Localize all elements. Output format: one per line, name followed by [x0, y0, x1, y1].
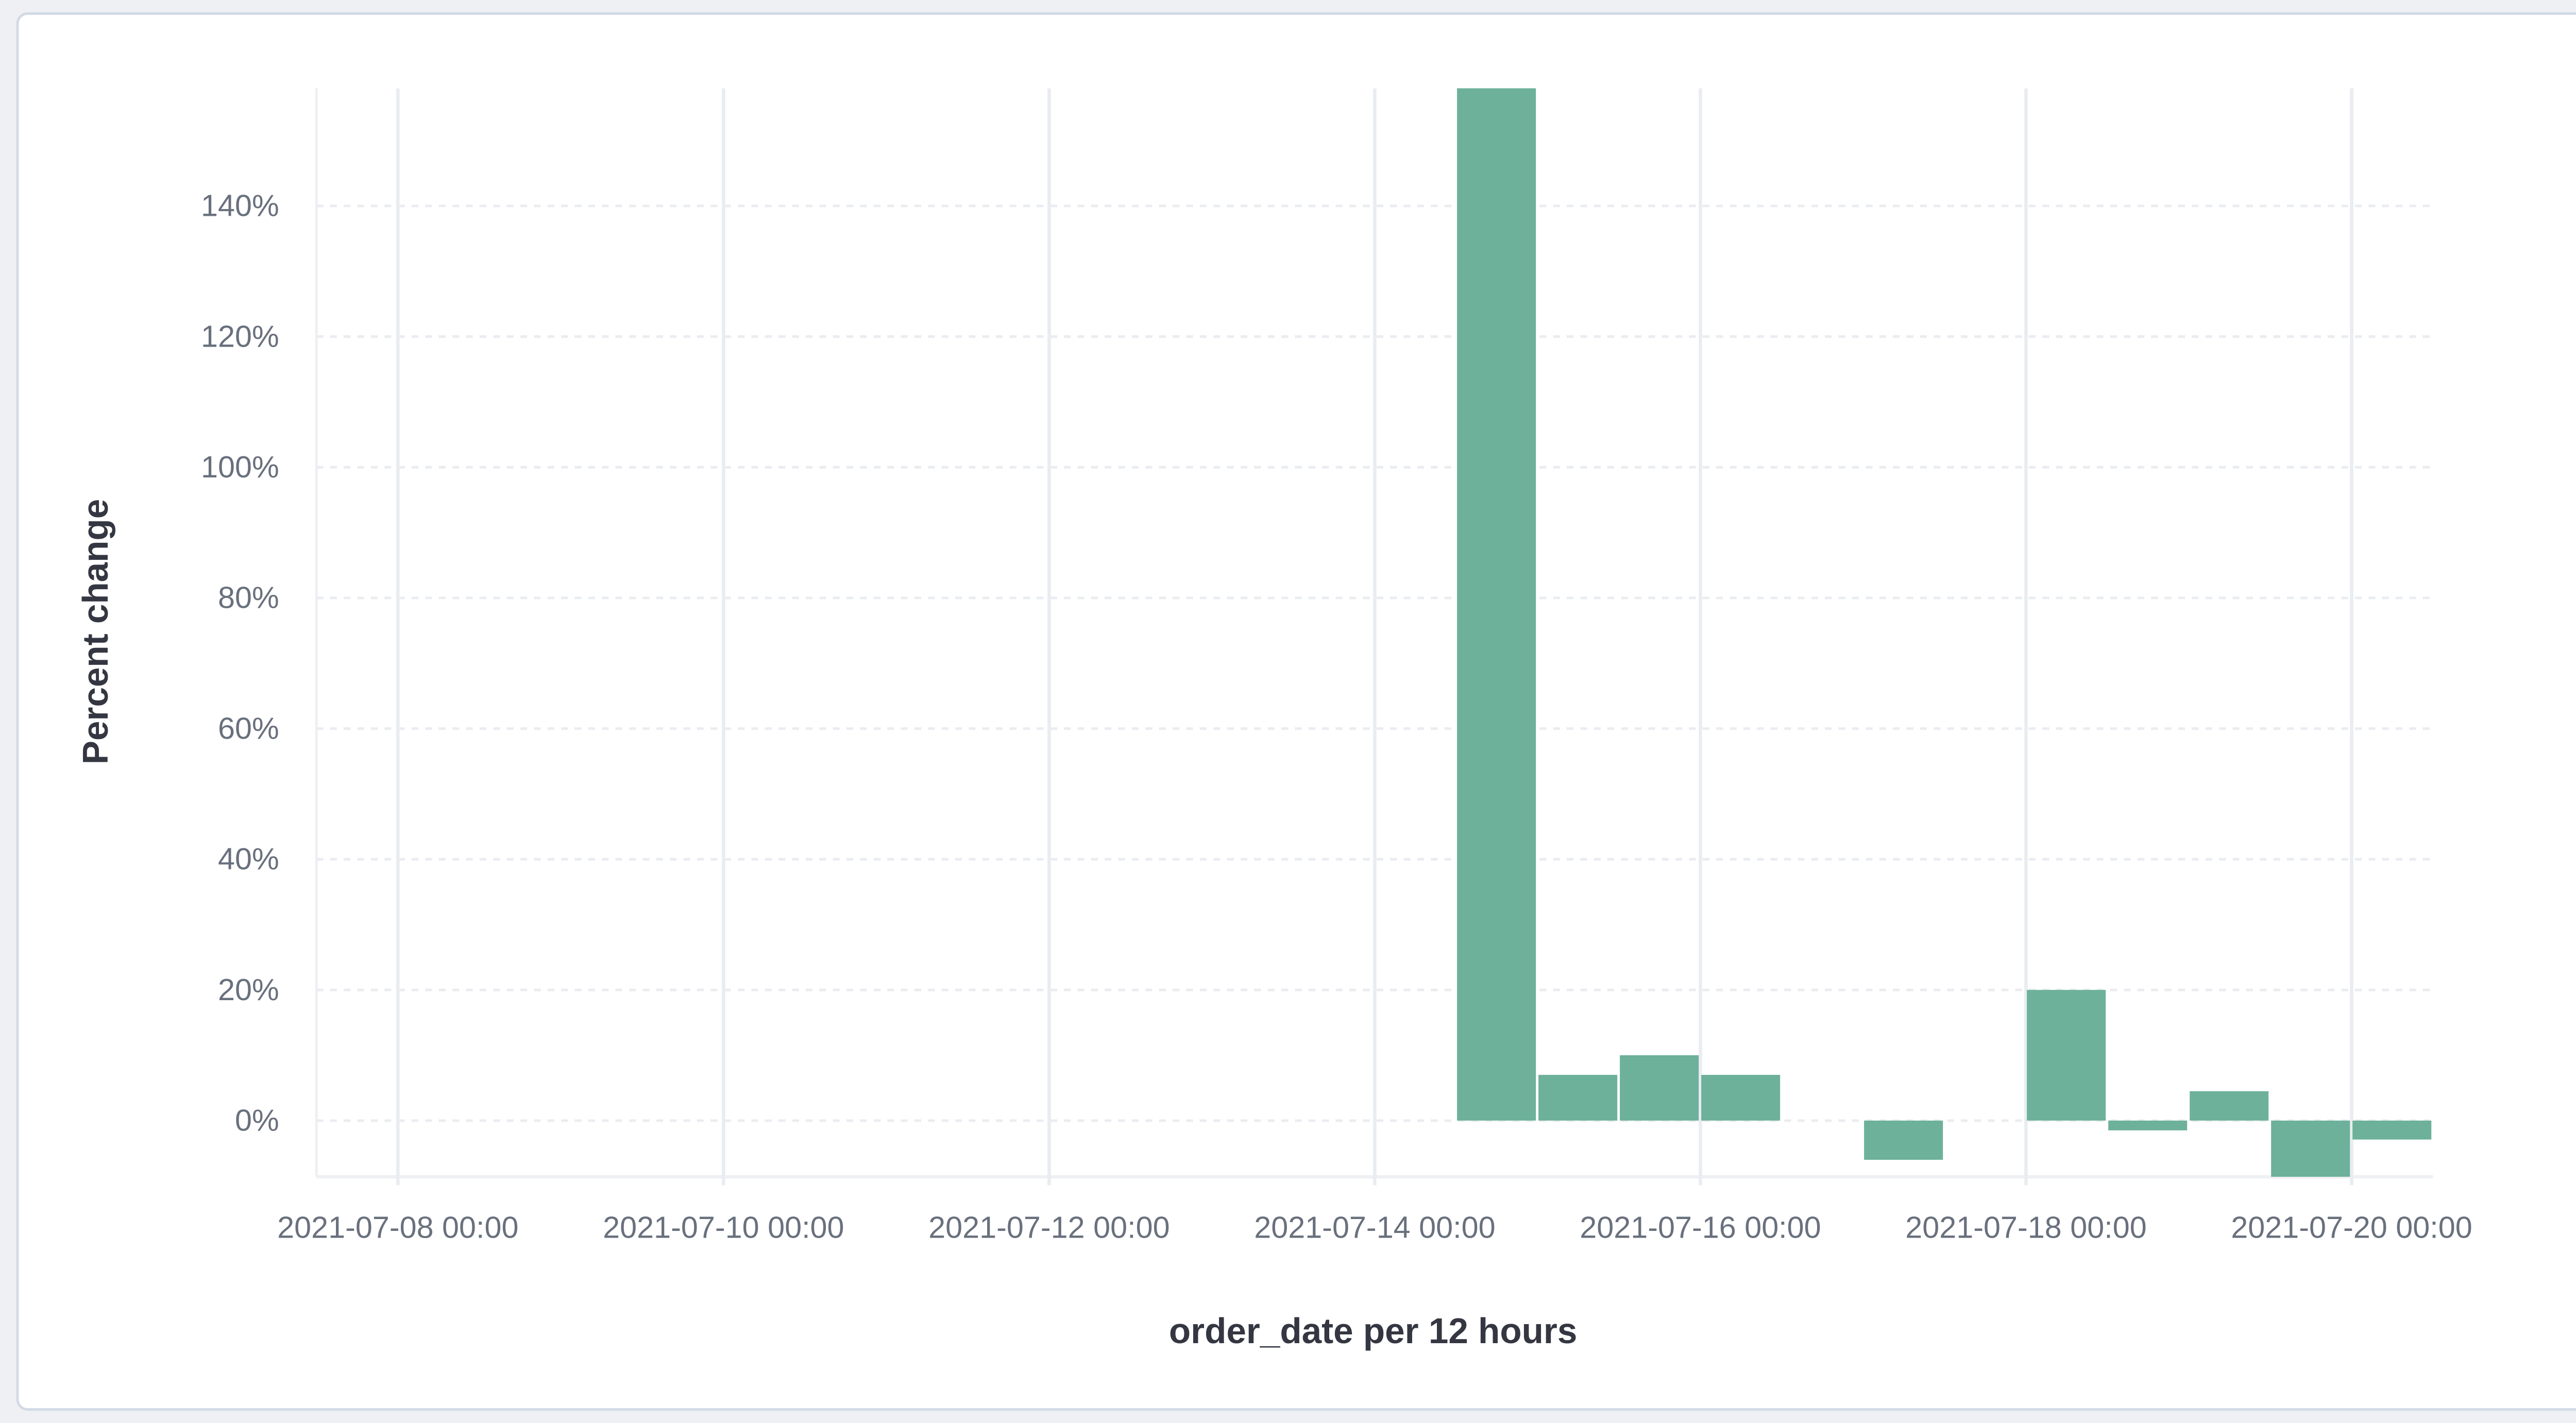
x-tick-label: 2021-07-14 00:00 [1254, 1210, 1495, 1245]
y-tick-label: 0% [235, 1103, 279, 1138]
grid-lines [315, 88, 2433, 1186]
y-tick-label: 60% [218, 711, 279, 745]
bar [1864, 1120, 1943, 1160]
bar [2271, 1120, 2350, 1177]
bar [1620, 1055, 1699, 1121]
x-tick-label: 2021-07-12 00:00 [928, 1210, 1170, 1245]
x-tick-label: 2021-07-16 00:00 [1580, 1210, 1821, 1245]
bar [2108, 1120, 2188, 1130]
bars [1457, 88, 2432, 1177]
x-tick-label: 2021-07-10 00:00 [603, 1210, 844, 1245]
y-axis-ticks: 0% 20% 40% 60% 80% 100% 120% 140% [201, 188, 279, 1138]
bar [2190, 1091, 2269, 1121]
y-tick-label: 20% [218, 972, 279, 1007]
x-axis-ticks: 2021-07-08 00:00 2021-07-10 00:00 2021-07-… [277, 1210, 2472, 1245]
x-axis-title: order_date per 12 hours [1169, 1311, 1577, 1351]
x-tick-label: 2021-07-20 00:00 [2231, 1210, 2472, 1245]
bar [2352, 1120, 2432, 1140]
bar [2027, 990, 2106, 1121]
y-tick-label: 140% [201, 188, 279, 223]
y-tick-label: 120% [201, 319, 279, 353]
y-tick-label: 80% [218, 580, 279, 615]
x-tick-label: 2021-07-18 00:00 [1905, 1210, 2146, 1245]
y-tick-label: 40% [218, 842, 279, 876]
bar [1457, 88, 1536, 1121]
bar [1538, 1075, 1618, 1121]
y-axis-title: Percent change [75, 499, 115, 764]
x-tick-label: 2021-07-08 00:00 [277, 1210, 518, 1245]
y-tick-label: 100% [201, 450, 279, 484]
panel-card [16, 12, 2576, 1411]
bar [1701, 1075, 1781, 1121]
